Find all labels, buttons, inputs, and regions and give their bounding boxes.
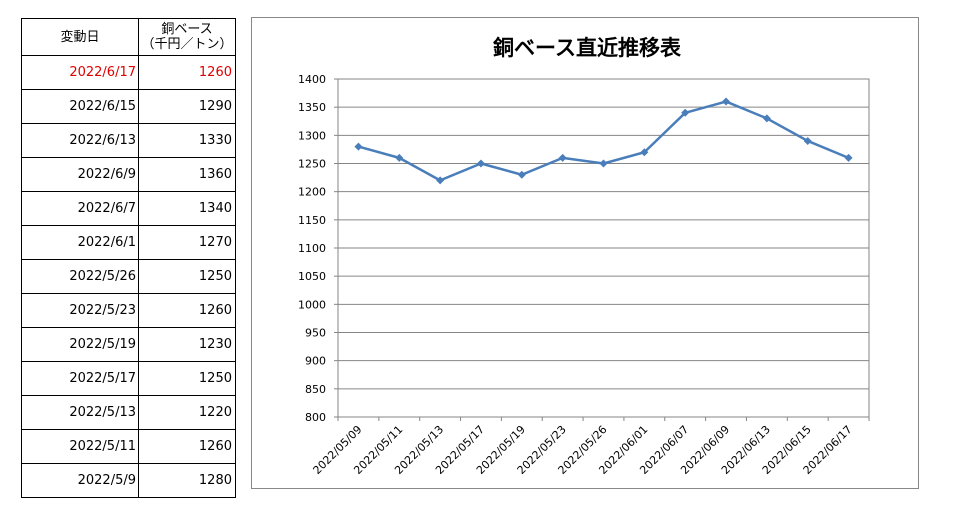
row-price: 1270 <box>138 225 236 260</box>
y-tick-label: 1050 <box>298 270 326 283</box>
data-point <box>395 153 404 162</box>
row-date: 2022/6/7 <box>21 191 139 226</box>
table-row: 2022/6/7 1340 <box>21 191 236 226</box>
table-row: 2022/5/9 1280 <box>21 463 236 498</box>
data-point <box>640 148 649 157</box>
row-date: 2022/6/17 <box>21 55 139 90</box>
row-price: 1340 <box>138 191 236 226</box>
data-point <box>436 176 445 185</box>
row-price: 1280 <box>138 463 236 498</box>
y-tick-label: 800 <box>305 411 326 424</box>
y-tick-label: 950 <box>305 327 326 340</box>
row-date: 2022/6/9 <box>21 157 139 192</box>
table-row: 2022/5/19 1230 <box>21 327 236 362</box>
table-row: 2022/5/11 1260 <box>21 429 236 464</box>
data-point <box>599 159 608 168</box>
y-tick-label: 1150 <box>298 214 326 227</box>
table-row: 2022/5/23 1260 <box>21 293 236 328</box>
chart-area: 800 850 900 950 1000 1050 1100 1150 1200 1250 1300… <box>251 17 919 489</box>
row-price: 1250 <box>138 361 236 396</box>
y-tick-label: 850 <box>305 383 326 396</box>
row-date: 2022/5/13 <box>21 395 139 430</box>
row-price: 1260 <box>138 293 236 328</box>
row-price: 1330 <box>138 123 236 158</box>
row-price: 1360 <box>138 157 236 192</box>
y-tick-label: 1200 <box>298 186 326 199</box>
row-price: 1220 <box>138 395 236 430</box>
table-row: 2022/6/15 1290 <box>21 89 236 124</box>
table-row: 2022/5/26 1250 <box>21 259 236 294</box>
y-tick-label: 1250 <box>298 158 326 171</box>
y-tick-label: 1000 <box>298 298 326 311</box>
table-header-row: 変動日 銅ベース （千円／トン） <box>21 18 236 56</box>
y-tick-label: 1300 <box>298 129 326 142</box>
row-price: 1260 <box>138 429 236 464</box>
data-point <box>762 114 771 123</box>
y-tick-label: 1350 <box>298 101 326 114</box>
row-date: 2022/6/15 <box>21 89 139 124</box>
row-date: 2022/5/23 <box>21 293 139 328</box>
table-body: 2022/6/17 1260 2022/6/15 1290 2022/6/13 1330 2… <box>21 55 236 498</box>
header-price: 銅ベース （千円／トン） <box>138 18 236 56</box>
table-row: 2022/5/17 1250 <box>21 361 236 396</box>
row-price: 1260 <box>138 55 236 90</box>
row-date: 2022/6/1 <box>21 225 139 260</box>
table-row: 2022/6/9 1360 <box>21 157 236 192</box>
table-row: 2022/6/13 1330 <box>21 123 236 158</box>
header-price-line2: （千円／トン） <box>141 37 233 52</box>
line-chart: 800 850 900 950 1000 1050 1100 1150 1200 1250 1300… <box>298 36 870 477</box>
chart-title: 銅ベース直近推移表 <box>493 36 682 60</box>
data-point <box>517 170 526 179</box>
y-tick-label: 1400 <box>298 73 326 86</box>
y-tick-label: 1100 <box>298 242 326 255</box>
data-point <box>354 142 363 151</box>
row-price: 1250 <box>138 259 236 294</box>
row-price: 1230 <box>138 327 236 362</box>
table-row: 2022/6/17 1260 <box>21 55 236 90</box>
data-point <box>558 153 567 162</box>
row-date: 2022/5/19 <box>21 327 139 362</box>
row-date: 2022/5/11 <box>21 429 139 464</box>
table-row: 2022/6/1 1270 <box>21 225 236 260</box>
data-point <box>844 153 853 162</box>
row-price: 1290 <box>138 89 236 124</box>
data-point <box>476 159 485 168</box>
series-line <box>358 100 850 182</box>
table-row: 2022/5/13 1220 <box>21 395 236 430</box>
data-point <box>681 108 690 117</box>
data-point <box>722 97 731 106</box>
row-date: 2022/5/17 <box>21 361 139 396</box>
price-table: 変動日 銅ベース （千円／トン） 2022/6/17 1260 2022/6/15 1… <box>21 18 236 498</box>
row-date: 2022/5/9 <box>21 463 139 498</box>
row-date: 2022/6/13 <box>21 123 139 158</box>
row-date: 2022/5/26 <box>21 259 139 294</box>
header-price-line1: 銅ベース <box>161 22 213 37</box>
data-point <box>803 136 812 145</box>
y-tick-label: 900 <box>305 355 326 368</box>
header-date: 変動日 <box>21 18 139 56</box>
